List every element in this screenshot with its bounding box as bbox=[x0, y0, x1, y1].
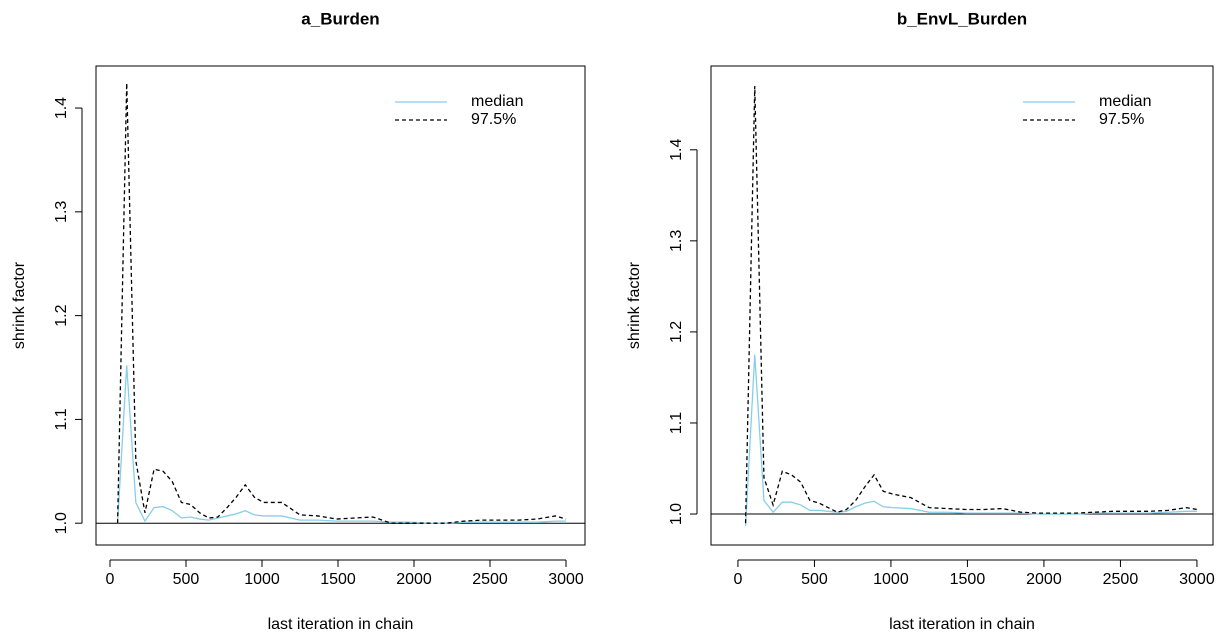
y-axis-label: shrink factor bbox=[11, 261, 28, 349]
x-tick-label: 1000 bbox=[244, 571, 280, 588]
x-tick-label: 2000 bbox=[1026, 571, 1062, 588]
y-tick-label: 1.3 bbox=[53, 201, 70, 223]
x-axis-label: last iteration in chain bbox=[889, 616, 1035, 633]
chart-title: b_EnvL_Burden bbox=[897, 9, 1027, 28]
plot-frame bbox=[710, 65, 1214, 546]
y-tick-label: 1.4 bbox=[53, 97, 70, 119]
y-tick-label: 1.2 bbox=[53, 304, 70, 326]
x-axis-label: last iteration in chain bbox=[268, 616, 414, 633]
chart-title: a_Burden bbox=[301, 9, 379, 28]
legend-label: median bbox=[1099, 93, 1151, 110]
series-line bbox=[116, 83, 567, 524]
y-tick-label: 1.2 bbox=[668, 321, 685, 343]
y-tick-label: 1.4 bbox=[668, 139, 685, 161]
y-axis-label: shrink factor bbox=[626, 261, 643, 349]
series-line bbox=[744, 354, 1197, 526]
x-tick-label: 1500 bbox=[950, 571, 986, 588]
x-tick-label: 2000 bbox=[396, 571, 432, 588]
x-tick-label: 0 bbox=[106, 571, 115, 588]
series-line bbox=[744, 86, 1198, 524]
x-tick-label: 2500 bbox=[472, 571, 508, 588]
x-tick-label: 2500 bbox=[1103, 571, 1139, 588]
y-tick-label: 1.1 bbox=[53, 408, 70, 430]
x-tick-label: 0 bbox=[733, 571, 742, 588]
x-tick-label: 1000 bbox=[873, 571, 909, 588]
y-tick-label: 1.3 bbox=[668, 230, 685, 252]
x-tick-label: 500 bbox=[173, 571, 200, 588]
x-tick-label: 3000 bbox=[548, 571, 584, 588]
x-tick-label: 1500 bbox=[320, 571, 356, 588]
y-tick-label: 1.0 bbox=[668, 503, 685, 525]
plot-frame bbox=[95, 65, 586, 546]
series-line bbox=[116, 365, 566, 524]
legend-label: 97.5% bbox=[471, 111, 516, 128]
y-tick-label: 1.1 bbox=[668, 412, 685, 434]
legend-label: median bbox=[471, 93, 523, 110]
x-tick-label: 500 bbox=[801, 571, 828, 588]
y-tick-label: 1.0 bbox=[53, 512, 70, 534]
x-tick-label: 3000 bbox=[1179, 571, 1215, 588]
legend-label: 97.5% bbox=[1099, 111, 1144, 128]
